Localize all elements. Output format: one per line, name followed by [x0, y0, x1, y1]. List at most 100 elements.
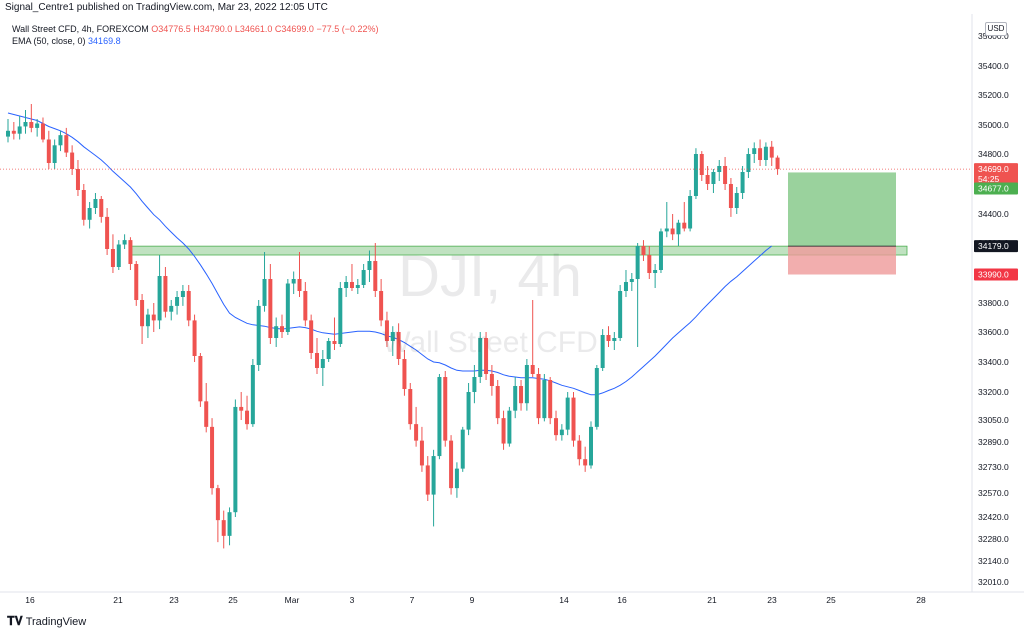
bear-candle — [280, 326, 285, 332]
bull-candle — [52, 145, 57, 163]
bull-candle — [623, 282, 628, 291]
legend-change-value: −77.5 (−0.22%) — [316, 24, 379, 34]
bear-candle — [40, 123, 45, 140]
bull-candle — [390, 332, 395, 341]
bull-candle — [478, 338, 483, 377]
price-tick-label: 32570.0 — [978, 488, 1009, 498]
bull-candle — [93, 199, 98, 208]
bull-candle — [233, 406, 238, 513]
price-tick-label: 33050.0 — [978, 415, 1009, 425]
bear-candle — [449, 440, 454, 489]
price-tick-label: 32730.0 — [978, 462, 1009, 472]
bull-candle — [6, 130, 10, 137]
bear-candle — [99, 199, 104, 217]
bull-candle — [524, 365, 529, 404]
ema-legend-label: EMA (50, close, 0) — [12, 36, 86, 46]
bear-candle — [140, 300, 145, 327]
long-position-tool[interactable] — [788, 172, 896, 275]
candles-layer — [6, 104, 780, 549]
last-price-tag-text: 54:25 — [978, 174, 1000, 184]
bull-candle — [291, 279, 296, 284]
bear-candle — [268, 279, 273, 338]
bear-candle — [105, 216, 110, 249]
target-price-tag: 34677.0 — [974, 182, 1018, 195]
chart-legend[interactable]: Wall Street CFD, 4h, FOREXCOM O34776.5 H… — [12, 23, 379, 47]
bear-candle — [210, 426, 215, 489]
bear-candle — [215, 488, 220, 521]
bull-candle — [344, 282, 349, 288]
bull-candle — [711, 172, 716, 184]
bull-candle — [361, 270, 366, 285]
time-tick-label: 16 — [617, 595, 627, 605]
legend-open: O34776.5 — [151, 24, 191, 34]
bull-candle — [460, 429, 465, 469]
bear-candle — [419, 440, 424, 466]
bull-candle — [734, 193, 739, 208]
ema-legend-value: 34169.8 — [88, 36, 121, 46]
price-tick-label: 35000.0 — [978, 120, 1009, 130]
bear-candle — [577, 440, 582, 460]
bull-candle — [664, 228, 669, 232]
time-tick-label: 9 — [470, 595, 475, 605]
price-tick-label: 33600.0 — [978, 327, 1009, 337]
bull-candle — [717, 166, 722, 172]
price-tick-label: 32280.0 — [978, 534, 1009, 544]
bear-candle — [198, 356, 203, 402]
bull-candle — [589, 426, 593, 466]
price-tick-label: 35200.0 — [978, 90, 1009, 100]
bull-candle — [466, 392, 471, 430]
time-tick-label: 23 — [767, 595, 777, 605]
tradingview-logo[interactable]: 𝐓𝐕 TradingView — [7, 614, 86, 629]
bear-candle — [571, 397, 576, 441]
ohlc-legend-row[interactable]: Wall Street CFD, 4h, FOREXCOM O34776.5 H… — [12, 23, 379, 35]
bull-candle — [565, 397, 570, 430]
bull-candle — [688, 196, 693, 229]
tradingview-logo-icon: 𝐓𝐕 — [7, 614, 23, 628]
bear-candle — [332, 341, 337, 344]
time-axis[interactable]: 16 21 23 25 Mar 3 7 9 14 16 21 23 25 28 — [25, 595, 926, 605]
bear-candle — [583, 459, 588, 466]
last-price-tag: 34699.054:25 — [974, 163, 1018, 185]
bull-candle — [17, 126, 22, 134]
bear-candle — [425, 465, 430, 495]
bear-candle — [682, 222, 687, 229]
bull-candle — [23, 122, 28, 127]
price-tick-label: 32010.0 — [978, 577, 1009, 587]
profit-zone[interactable] — [788, 172, 896, 247]
ema-line-layer — [7, 112, 773, 396]
publisher-header: Signal_Centre1 published on TradingView.… — [0, 0, 1024, 14]
bull-candle — [122, 240, 127, 245]
bear-candle — [204, 401, 209, 427]
bear-candle — [379, 291, 384, 321]
entry-price-tag-bg — [974, 240, 1018, 253]
bull-candle — [320, 359, 325, 368]
bull-candle — [285, 283, 290, 332]
bull-candle — [338, 288, 343, 344]
bull-candle — [145, 314, 150, 327]
time-tick-label: 21 — [113, 595, 123, 605]
ema-legend-row[interactable]: EMA (50, close, 0) 34169.8 — [12, 35, 379, 47]
bull-candle — [653, 270, 658, 273]
bull-candle — [326, 341, 331, 359]
last-price-tag-bg — [974, 163, 1018, 185]
bear-candle — [373, 261, 378, 291]
target-price-tag-bg — [974, 182, 1018, 195]
target-price-tag-text: 34677.0 — [978, 183, 1009, 193]
bull-candle — [600, 335, 605, 368]
bear-candle — [134, 264, 139, 300]
bear-candle — [723, 166, 728, 184]
time-tick-label: 25 — [228, 595, 238, 605]
price-tick-label: 34400.0 — [978, 209, 1009, 219]
stop-price-tag-bg — [974, 268, 1018, 281]
bear-candle — [81, 190, 86, 220]
last-price-tag-text: 34699.0 — [978, 164, 1009, 174]
bear-candle — [128, 240, 133, 264]
currency-button[interactable]: USD — [985, 22, 1007, 36]
time-tick-label: 25 — [826, 595, 836, 605]
time-tick-label: Mar — [285, 595, 300, 605]
bull-candle — [635, 246, 640, 279]
bull-candle — [618, 291, 623, 338]
time-tick-label: 23 — [169, 595, 179, 605]
loss-zone[interactable] — [788, 246, 896, 275]
